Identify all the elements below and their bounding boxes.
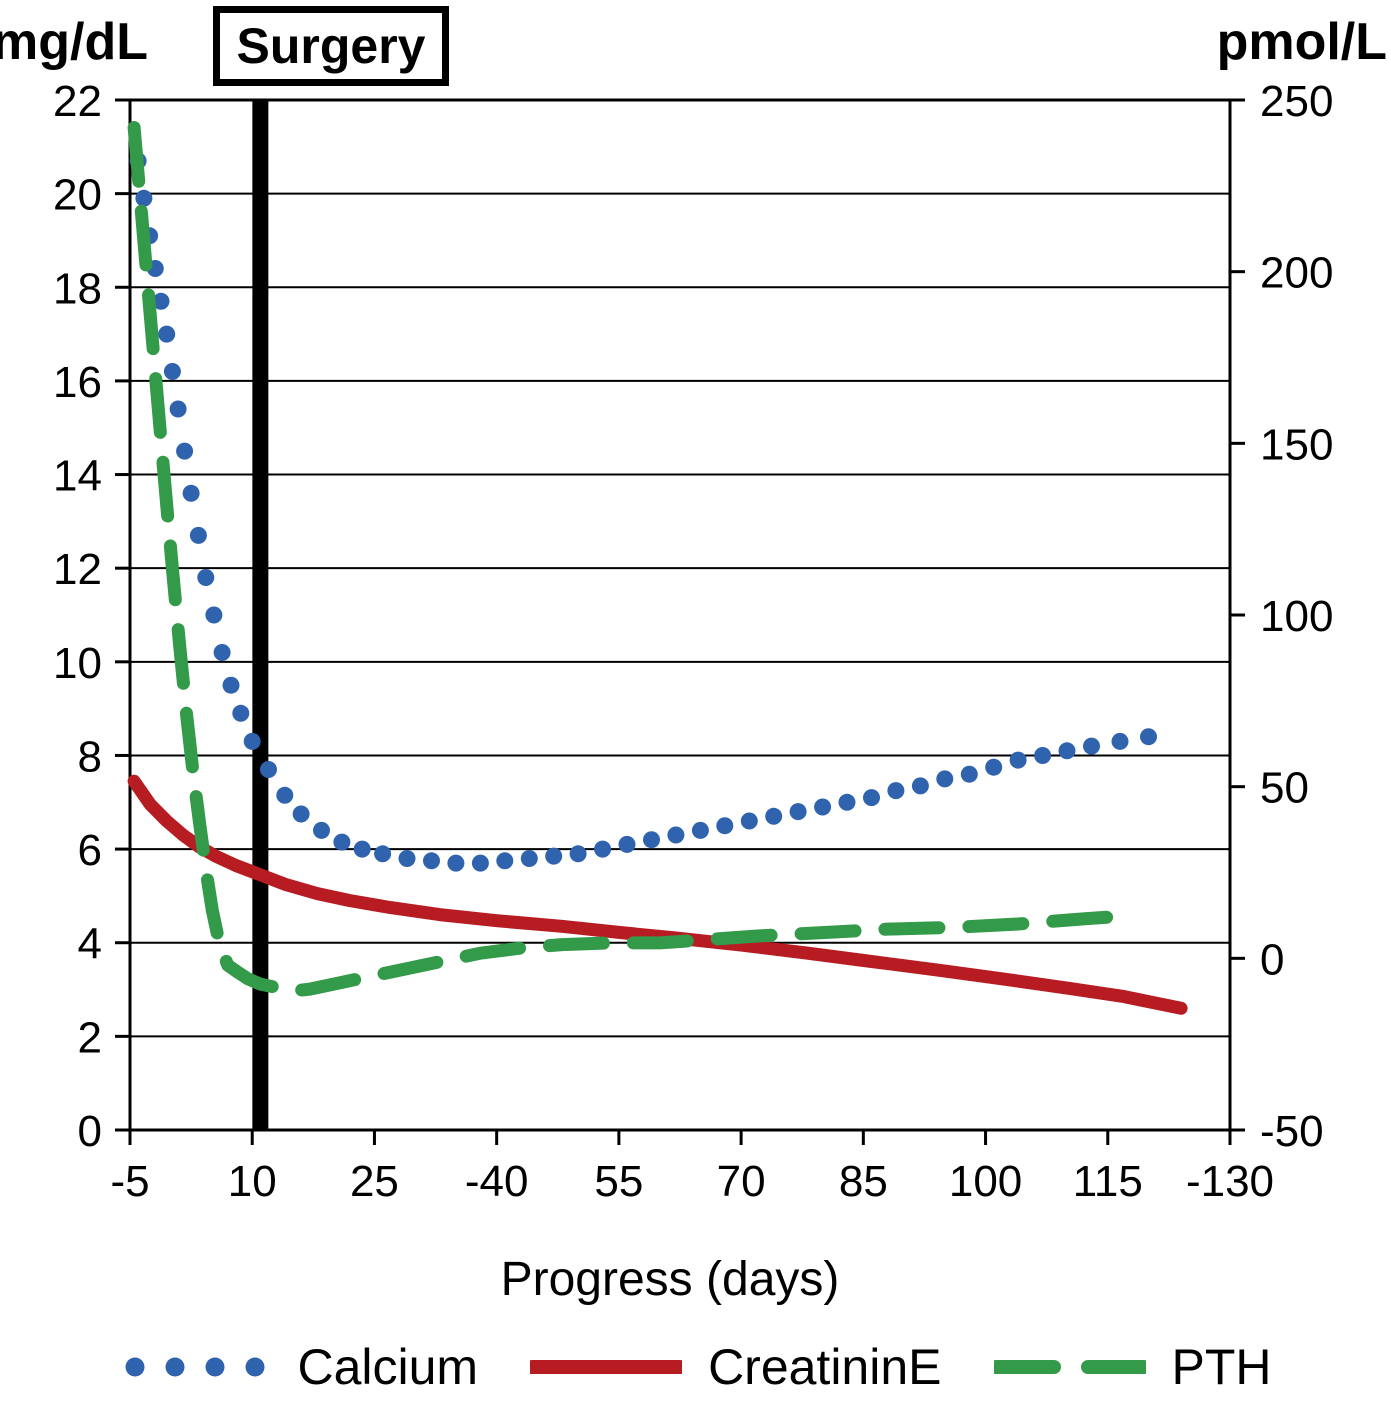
svg-text:22: 22 <box>53 77 102 126</box>
legend-label-creatinine: CreatininE <box>708 1339 942 1395</box>
svg-text:-5: -5 <box>110 1157 149 1206</box>
svg-text:0: 0 <box>78 1107 102 1156</box>
svg-text:50: 50 <box>1260 764 1309 813</box>
svg-text:200: 200 <box>1260 249 1333 298</box>
x-axis-title: Progress (days) <box>500 1253 840 1306</box>
legend-item-pth: PTH <box>993 1338 1272 1396</box>
svg-text:70: 70 <box>717 1157 766 1206</box>
svg-text:14: 14 <box>53 452 102 501</box>
svg-text:2: 2 <box>78 1013 102 1062</box>
svg-text:10: 10 <box>53 639 102 688</box>
svg-text:100: 100 <box>1260 592 1333 641</box>
pth-dashed-swatch-icon <box>993 1360 1146 1374</box>
svg-text:115: 115 <box>1073 1157 1143 1206</box>
creatinine-solid-swatch-icon <box>530 1360 683 1374</box>
svg-text:25: 25 <box>350 1157 399 1206</box>
svg-text:85: 85 <box>839 1157 888 1206</box>
svg-text:150: 150 <box>1260 420 1333 469</box>
svg-text:16: 16 <box>53 358 102 407</box>
surgery-annotation-box: Surgery <box>213 6 449 86</box>
svg-text:-50: -50 <box>1260 1107 1324 1156</box>
legend-label-pth: PTH <box>1171 1339 1272 1395</box>
svg-text:20: 20 <box>53 171 102 220</box>
legend-label-calcium: Calcium <box>297 1339 479 1395</box>
svg-text:100: 100 <box>949 1157 1022 1206</box>
svg-text:8: 8 <box>78 732 102 781</box>
svg-text:10: 10 <box>228 1157 277 1206</box>
svg-text:55: 55 <box>594 1157 643 1206</box>
svg-text:4: 4 <box>78 920 102 969</box>
svg-text:18: 18 <box>53 264 102 313</box>
svg-text:250: 250 <box>1260 77 1333 126</box>
legend-item-creatinine: CreatininE <box>530 1338 942 1396</box>
svg-text:-40: -40 <box>465 1157 529 1206</box>
legend: Calcium CreatininE PTH <box>0 1338 1391 1396</box>
surgery-label: Surgery <box>236 18 426 74</box>
svg-text:0: 0 <box>1260 935 1284 984</box>
left-axis-unit-label: mg/dL <box>0 13 148 71</box>
right-axis-unit-label: pmol/L <box>1216 13 1387 71</box>
svg-text:12: 12 <box>53 545 102 594</box>
calcium-dotted-swatch-icon <box>125 1357 265 1377</box>
svg-text:6: 6 <box>78 826 102 875</box>
svg-text:-130: -130 <box>1186 1157 1274 1206</box>
legend-item-calcium: Calcium <box>119 1338 478 1396</box>
